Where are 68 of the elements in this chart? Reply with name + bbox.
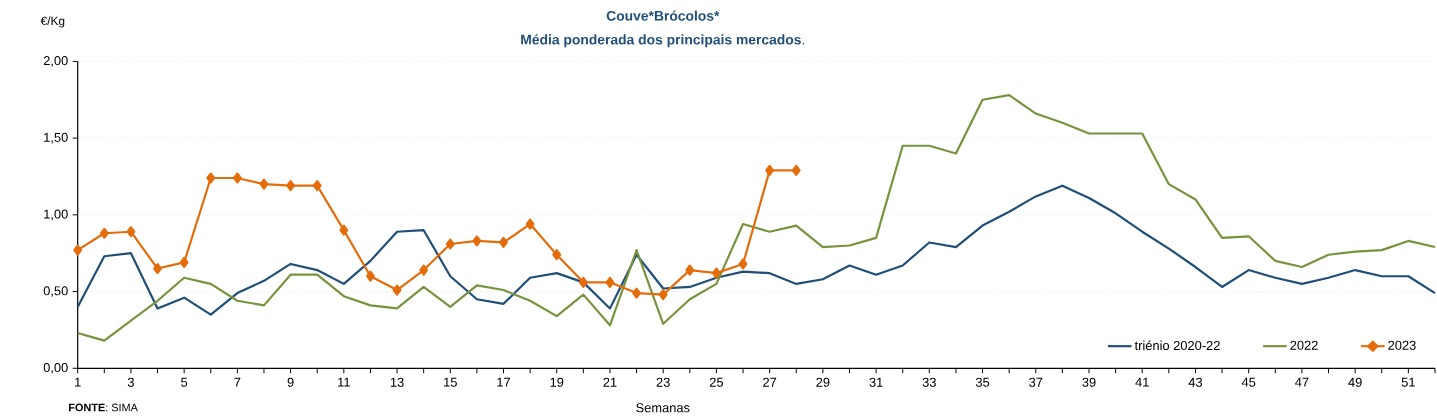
point	[259, 178, 269, 190]
x-tick-label: 3	[127, 377, 134, 387]
x-tick-label: 11	[338, 377, 350, 387]
x-tick-label: 21	[603, 377, 617, 387]
x-tick-label: 45	[1241, 377, 1256, 387]
x-tick-label: 23	[656, 377, 670, 387]
x-tick-label: 51	[1401, 377, 1415, 387]
point	[658, 289, 668, 301]
point	[738, 258, 748, 270]
point	[685, 264, 695, 276]
point	[73, 244, 83, 256]
y-tick-label: 0,00	[43, 363, 68, 374]
x-tick-label: 27	[763, 377, 777, 387]
point	[286, 180, 296, 192]
point	[632, 287, 641, 299]
x-tick-label: 37	[1029, 377, 1043, 387]
point	[472, 235, 482, 247]
x-tick-label: 17	[497, 377, 511, 387]
point	[366, 270, 375, 282]
x-tick-label: 41	[1135, 377, 1149, 387]
point	[711, 267, 721, 279]
point	[126, 226, 136, 238]
x-tick-label: 47	[1295, 377, 1309, 387]
point	[605, 276, 615, 289]
y-tick-label: 0,50	[43, 286, 68, 297]
x-tick-label: 13	[390, 377, 404, 387]
line-series	[76, 184, 1437, 316]
legend-label: 2023	[1388, 340, 1416, 350]
point	[552, 249, 562, 261]
point	[791, 164, 801, 176]
legend-label: triénio 2020-22	[1134, 340, 1220, 351]
y-tick-label: 1,00	[44, 209, 68, 221]
x-tick-label: 29	[816, 377, 830, 387]
x-tick-label: 43	[1188, 377, 1203, 387]
x-tick-label: 19	[550, 377, 564, 387]
legend-label: 2022	[1290, 340, 1318, 350]
point	[99, 227, 109, 239]
x-tick-label: 49	[1348, 377, 1362, 387]
y-axis-title: €/Kg	[40, 16, 65, 28]
point	[312, 180, 322, 192]
point	[578, 276, 588, 289]
point	[445, 238, 455, 250]
point	[525, 218, 535, 230]
x-tick-label: 5	[181, 377, 188, 387]
x-tick-label: 7	[234, 377, 241, 387]
x-tick-label: 35	[975, 377, 990, 387]
point	[499, 237, 508, 249]
point	[339, 224, 349, 236]
chart-subtitle: Média ponderada dos principais mercados.	[521, 34, 805, 48]
y-tick-label: 2,00	[43, 56, 68, 67]
y-tick-label: 1,50	[44, 132, 68, 144]
point	[392, 284, 402, 296]
text: FONTE: SIMA	[69, 403, 138, 412]
x-tick-label: 15	[444, 377, 457, 387]
point	[765, 164, 775, 176]
point	[179, 256, 189, 269]
point	[232, 172, 242, 184]
x-tick-label: 1	[75, 377, 81, 387]
x-tick-label: 25	[709, 377, 724, 387]
point	[419, 264, 429, 276]
chart-title: Couve*Brócolos*	[606, 10, 720, 21]
x-tick-label: 9	[287, 377, 294, 387]
x-axis-title: Semanas	[636, 403, 690, 413]
point	[206, 172, 216, 184]
x-tick-label: 31	[869, 377, 883, 387]
x-tick-label: 33	[922, 377, 936, 387]
x-tick-label: 39	[1082, 377, 1096, 387]
point	[153, 263, 162, 275]
